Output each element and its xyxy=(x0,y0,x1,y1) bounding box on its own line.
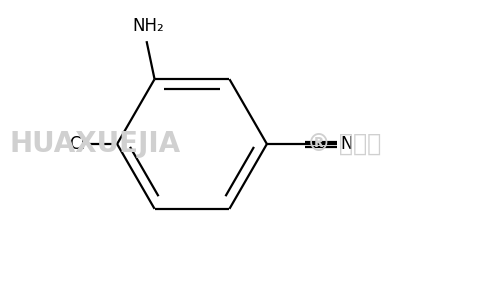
Text: Cl: Cl xyxy=(69,135,85,153)
Text: NH₂: NH₂ xyxy=(132,17,165,35)
Text: ® 化学加: ® 化学加 xyxy=(307,132,382,156)
Text: HUAXUEJIA: HUAXUEJIA xyxy=(10,130,181,158)
Text: N: N xyxy=(340,135,352,153)
